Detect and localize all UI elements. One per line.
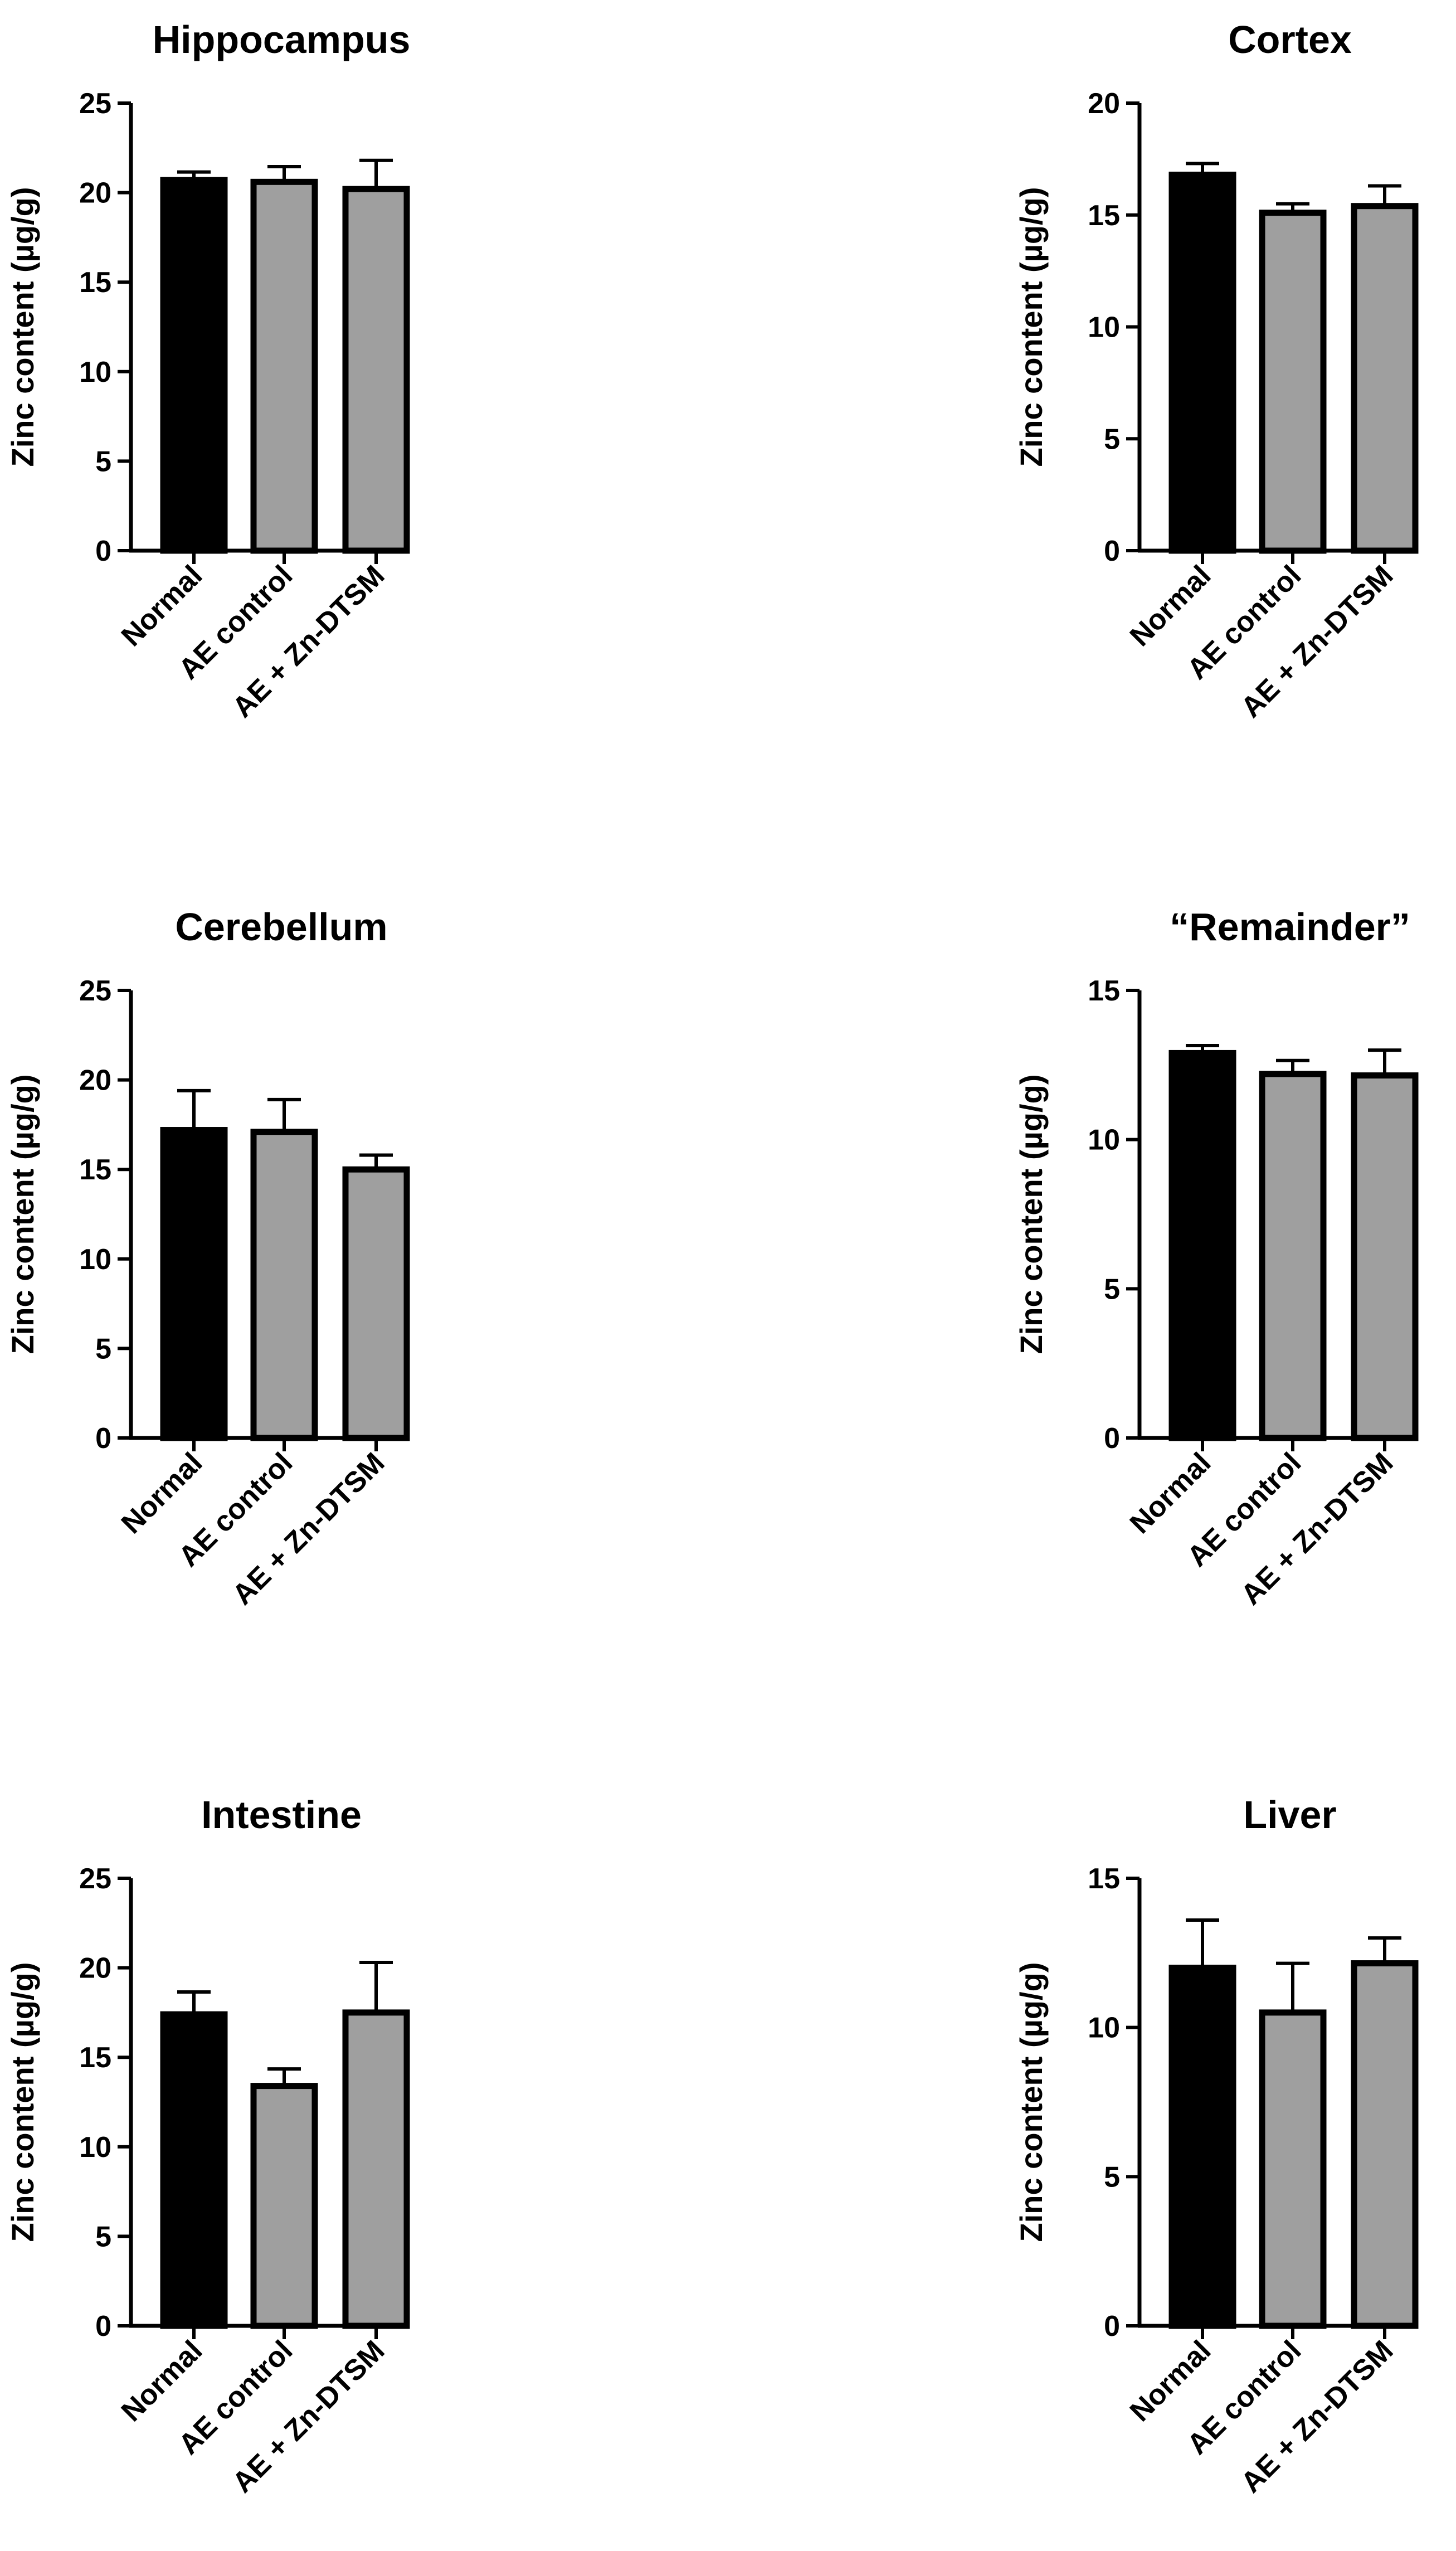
panel-title: Cerebellum	[175, 905, 387, 949]
y-tick-label: 0	[1104, 535, 1120, 567]
bar-0	[1168, 171, 1236, 554]
bar-0	[160, 2011, 228, 2329]
panel-title: Intestine	[201, 1793, 362, 1836]
y-axis-label: Zinc content (µg/g)	[1014, 187, 1049, 467]
bar-0	[1168, 1049, 1236, 1441]
y-tick-label: 25	[79, 1863, 111, 1895]
y-tick-label: 10	[79, 1243, 111, 1276]
bar-2	[1351, 1072, 1419, 1441]
y-tick-label: 15	[1088, 200, 1120, 232]
y-tick-label: 20	[79, 1065, 111, 1097]
bar-1	[1259, 2009, 1327, 2329]
y-axis-label: Zinc content (µg/g)	[5, 1962, 40, 2242]
y-tick-label: 5	[95, 1333, 111, 1365]
y-tick-label: 25	[79, 88, 111, 120]
x-tick-label-0: Normal	[115, 559, 209, 653]
bar-2	[1351, 203, 1419, 554]
x-tick-label-0: Normal	[115, 1446, 209, 1540]
y-axis-label: Zinc content (µg/g)	[1014, 1075, 1049, 1354]
y-tick-label: 0	[95, 2310, 111, 2343]
y-tick-label: 0	[95, 535, 111, 567]
y-tick-label: 15	[79, 1154, 111, 1186]
y-tick-label: 20	[1088, 88, 1120, 120]
y-tick-label: 10	[1088, 2012, 1120, 2044]
y-tick-label: 0	[1104, 1422, 1120, 1455]
bar-1	[250, 1129, 318, 1441]
panel-title: Liver	[1243, 1793, 1336, 1836]
y-tick-label: 0	[1104, 2310, 1120, 2343]
panel-title: “Remainder”	[1170, 905, 1410, 949]
x-tick-label-0: Normal	[115, 2334, 209, 2428]
y-axis-label: Zinc content (µg/g)	[5, 1075, 40, 1354]
y-tick-label: 15	[79, 2042, 111, 2074]
bar-2	[342, 2009, 410, 2329]
y-tick-label: 15	[79, 266, 111, 299]
y-tick-label: 20	[79, 177, 111, 210]
y-tick-label: 5	[95, 2220, 111, 2253]
y-tick-label: 10	[79, 2131, 111, 2164]
y-tick-label: 5	[1104, 423, 1120, 455]
bar-2	[1351, 1960, 1419, 2329]
bar-2	[342, 186, 410, 554]
bar-0	[160, 177, 228, 554]
bar-1	[250, 178, 318, 554]
bar-0	[160, 1127, 228, 1441]
y-tick-label: 15	[1088, 975, 1120, 1007]
y-tick-label: 20	[79, 1952, 111, 1985]
y-tick-label: 10	[1088, 312, 1120, 344]
panel-title: Cortex	[1228, 18, 1352, 61]
y-tick-label: 5	[1104, 1273, 1120, 1305]
panel-title: Hippocampus	[153, 18, 411, 61]
y-tick-label: 10	[1088, 1124, 1120, 1157]
y-tick-label: 10	[79, 356, 111, 388]
y-tick-label: 5	[1104, 2161, 1120, 2193]
y-axis-label: Zinc content (µg/g)	[1014, 1962, 1049, 2242]
bar-1	[1259, 1071, 1327, 1441]
bar-1	[1259, 210, 1327, 554]
y-tick-label: 5	[95, 445, 111, 478]
x-tick-label-0: Normal	[1124, 559, 1218, 653]
y-axis-label: Zinc content (µg/g)	[5, 187, 40, 467]
y-tick-label: 15	[1088, 1863, 1120, 1895]
y-tick-label: 0	[95, 1422, 111, 1455]
x-tick-label-0: Normal	[1124, 1446, 1218, 1540]
bar-2	[342, 1166, 410, 1441]
x-tick-label-0: Normal	[1124, 2334, 1218, 2428]
bar-0	[1168, 1965, 1236, 2329]
bar-1	[250, 2083, 318, 2329]
y-tick-label: 25	[79, 975, 111, 1007]
